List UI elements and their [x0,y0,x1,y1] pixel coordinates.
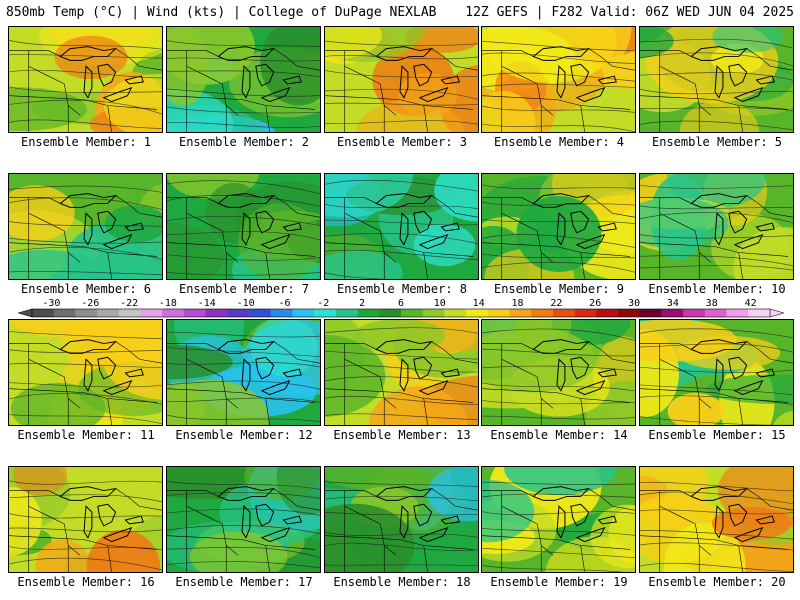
ensemble-map-3 [324,26,479,133]
colorbar-swatch [704,309,727,317]
colorbar-swatch [509,309,532,317]
colorbar-swatch [292,309,315,317]
colorbar-swatch [249,309,272,317]
map-title: 850mb Temp (°C) | Wind (kts) | College o… [6,5,437,20]
ensemble-map-14 [481,319,636,426]
colorbar-swatch [639,309,662,317]
colorbar-swatch [314,309,337,317]
ensemble-member-label: Ensemble Member: 15 [648,428,786,442]
ensemble-member-label: Ensemble Member: 9 [493,282,625,296]
colorbar-swatch [748,309,771,317]
ensemble-map-20 [639,466,794,573]
ensemble-member-label: Ensemble Member: 7 [178,282,310,296]
colorbar-swatch [683,309,706,317]
colorbar-tick-label: 26 [589,298,601,309]
colorbar-swatch [552,309,575,317]
colorbar-tick-label: -14 [198,298,216,309]
ensemble-map-17 [166,466,321,573]
ensemble-map-18 [324,466,479,573]
ensemble-map-12 [166,319,321,426]
colorbar-low-arrow [18,308,33,318]
colorbar-swatch [487,309,510,317]
colorbar-tick-label: -22 [120,298,138,309]
colorbar-tick-label: 34 [667,298,679,309]
ensemble-map-9 [481,173,636,280]
colorbar-swatch [596,309,619,317]
ensemble-map-4 [481,26,636,133]
colorbar-tick-label: -18 [159,298,177,309]
colorbar-swatch [97,309,120,317]
colorbar-swatch [574,309,597,317]
colorbar-swatch [466,309,489,317]
colorbar-high-arrow [769,308,784,318]
ensemble-member-label: Ensemble Member: 8 [336,282,468,296]
colorbar-tick-label: 2 [359,298,365,309]
model-run-info: 12Z GEFS | F282 Valid: 06Z WED JUN 04 20… [465,5,794,20]
colorbar-swatch [183,309,206,317]
colorbar-swatch [726,309,749,317]
ensemble-map-16 [8,466,163,573]
ensemble-map-6 [8,173,163,280]
ensemble-member-label: Ensemble Member: 3 [336,135,468,149]
ensemble-map-19 [481,466,636,573]
colorbar-swatch [140,309,163,317]
ensemble-member-label: Ensemble Member: 6 [20,282,152,296]
ensemble-member-label: Ensemble Member: 17 [175,575,313,589]
ensemble-map-1 [8,26,163,133]
colorbar-swatch [227,309,250,317]
colorbar-tick-label: 10 [434,298,446,309]
colorbar-swatch [531,309,554,317]
ensemble-member-label: Ensemble Member: 4 [493,135,625,149]
colorbar-tick-label: 14 [473,298,485,309]
colorbar-tick-label: -6 [278,298,290,309]
ensemble-map-5 [639,26,794,133]
colorbar-swatch [53,309,76,317]
colorbar-tick-label: 38 [706,298,718,309]
ensemble-member-label: Ensemble Member: 16 [17,575,155,589]
colorbar-tick-label: -10 [237,298,255,309]
colorbar-swatch [270,309,293,317]
ensemble-member-label: Ensemble Member: 5 [651,135,783,149]
colorbar-swatch [401,309,424,317]
ensemble-map-8 [324,173,479,280]
colorbar-swatch [205,309,228,317]
ensemble-member-label: Ensemble Member: 19 [490,575,628,589]
ensemble-member-label: Ensemble Member: 10 [648,282,786,296]
colorbar-tick-label: -2 [317,298,329,309]
colorbar-tick-label: -26 [81,298,99,309]
colorbar-swatch [379,309,402,317]
colorbar-swatch [32,309,55,317]
colorbar-tick-label: 6 [398,298,404,309]
ensemble-member-label: Ensemble Member: 12 [175,428,313,442]
ensemble-member-label: Ensemble Member: 14 [490,428,628,442]
colorbar-swatch [422,309,445,317]
ensemble-member-label: Ensemble Member: 18 [333,575,471,589]
ensemble-member-label: Ensemble Member: 13 [333,428,471,442]
colorbar-tick-label: -30 [42,298,60,309]
ensemble-member-label: Ensemble Member: 2 [178,135,310,149]
colorbar-swatch [162,309,185,317]
ensemble-map-13 [324,319,479,426]
colorbar-swatch [335,309,358,317]
colorbar-swatch [118,309,141,317]
colorbar-tick-label: 22 [550,298,562,309]
ensemble-member-label: Ensemble Member: 1 [20,135,152,149]
ensemble-map-15 [639,319,794,426]
colorbar-swatch [357,309,380,317]
ensemble-member-label: Ensemble Member: 11 [17,428,155,442]
temperature-colorbar: -30 -26 -22 -18 -14 -10 -6 -2 2 6 10 14 18 22 26 30 34 38… [18,298,784,318]
ensemble-member-label: Ensemble Member: 20 [648,575,786,589]
colorbar-swatch [75,309,98,317]
colorbar-swatch [618,309,641,317]
colorbar-tick-label: 18 [511,298,523,309]
ensemble-map-7 [166,173,321,280]
colorbar-swatch [444,309,467,317]
ensemble-map-11 [8,319,163,426]
colorbar-tick-label: 42 [745,298,757,309]
ensemble-map-10 [639,173,794,280]
ensemble-map-2 [166,26,321,133]
colorbar-swatch [661,309,684,317]
colorbar-tick-label: 30 [628,298,640,309]
